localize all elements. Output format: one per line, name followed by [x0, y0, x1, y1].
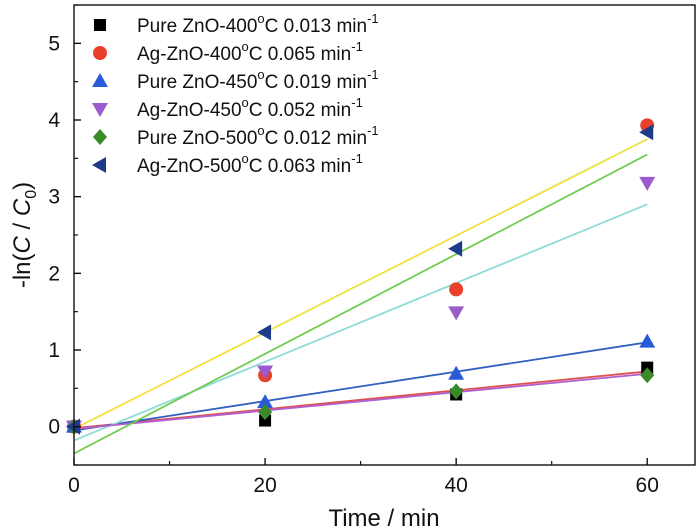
legend-marker-1: [94, 19, 106, 31]
y-tick-label: 3: [48, 186, 60, 209]
x-tick-label: 0: [68, 474, 80, 497]
legend-marker-4: [92, 103, 108, 117]
data-point-s3-2: [257, 394, 274, 409]
legend-label-4: Ag-ZnO-450oC 0.052 min-1: [137, 95, 363, 121]
legend-marker-3: [92, 73, 108, 87]
y-axis-title: -ln(C / C0): [9, 182, 40, 288]
legend-label-3: Pure ZnO-450oC 0.019 min-1: [137, 67, 379, 93]
data-point-s5-4: [640, 367, 655, 384]
fit-line-6: [73, 153, 648, 455]
fit-line-4: [73, 203, 648, 442]
fit-line-1: [73, 370, 648, 430]
legend-marker-2: [93, 46, 107, 60]
data-point-s6-1: [66, 418, 80, 435]
legend-marker-5: [93, 129, 107, 145]
legend-marker-6: [92, 157, 106, 173]
data-point-s5-2: [258, 404, 273, 421]
legend: Pure ZnO-400oC 0.013 min-1Ag-ZnO-400oC 0…: [92, 11, 379, 177]
data-point-s6-2: [257, 324, 272, 341]
x-tick-label: 20: [253, 474, 276, 497]
fit-line-3: [73, 341, 648, 432]
data-point-s6-3: [448, 240, 463, 257]
x-tick-label: 60: [636, 474, 659, 497]
x-axis-title: Time / min: [328, 505, 439, 532]
legend-label-2: Ag-ZnO-400oC 0.065 min-1: [137, 39, 363, 65]
legend-label-1: Pure ZnO-400oC 0.013 min-1: [137, 11, 379, 37]
tick-labels: 0 20 40 60 0 1 2 3 4 5: [48, 32, 659, 497]
fit-line-5: [73, 372, 648, 430]
data-point-s3-3: [448, 365, 465, 380]
y-tick-label: 2: [48, 262, 60, 285]
axis-ticks: [73, 4, 648, 466]
data-point-s1-2: [259, 414, 272, 427]
data-point-s4-3: [448, 306, 465, 321]
y-tick-label: 5: [48, 32, 60, 55]
data-points: [66, 118, 656, 435]
data-point-s3-4: [639, 333, 656, 348]
data-point-s6-4: [639, 124, 654, 141]
y-tick-label: 0: [48, 416, 60, 439]
legend-label-6: Ag-ZnO-500oC 0.063 min-1: [137, 151, 363, 177]
data-point-s4-4: [639, 176, 656, 191]
y-tick-label: 1: [48, 339, 60, 362]
data-point-s5-3: [449, 383, 464, 400]
data-point-s4-2: [257, 365, 274, 380]
legend-label-5: Pure ZnO-500oC 0.012 min-1: [137, 123, 379, 149]
y-tick-label: 4: [48, 109, 60, 132]
x-tick-label: 40: [444, 474, 467, 497]
fit-line-2: [73, 138, 648, 430]
fit-lines: [73, 138, 648, 455]
data-point-s2-3: [449, 282, 464, 297]
